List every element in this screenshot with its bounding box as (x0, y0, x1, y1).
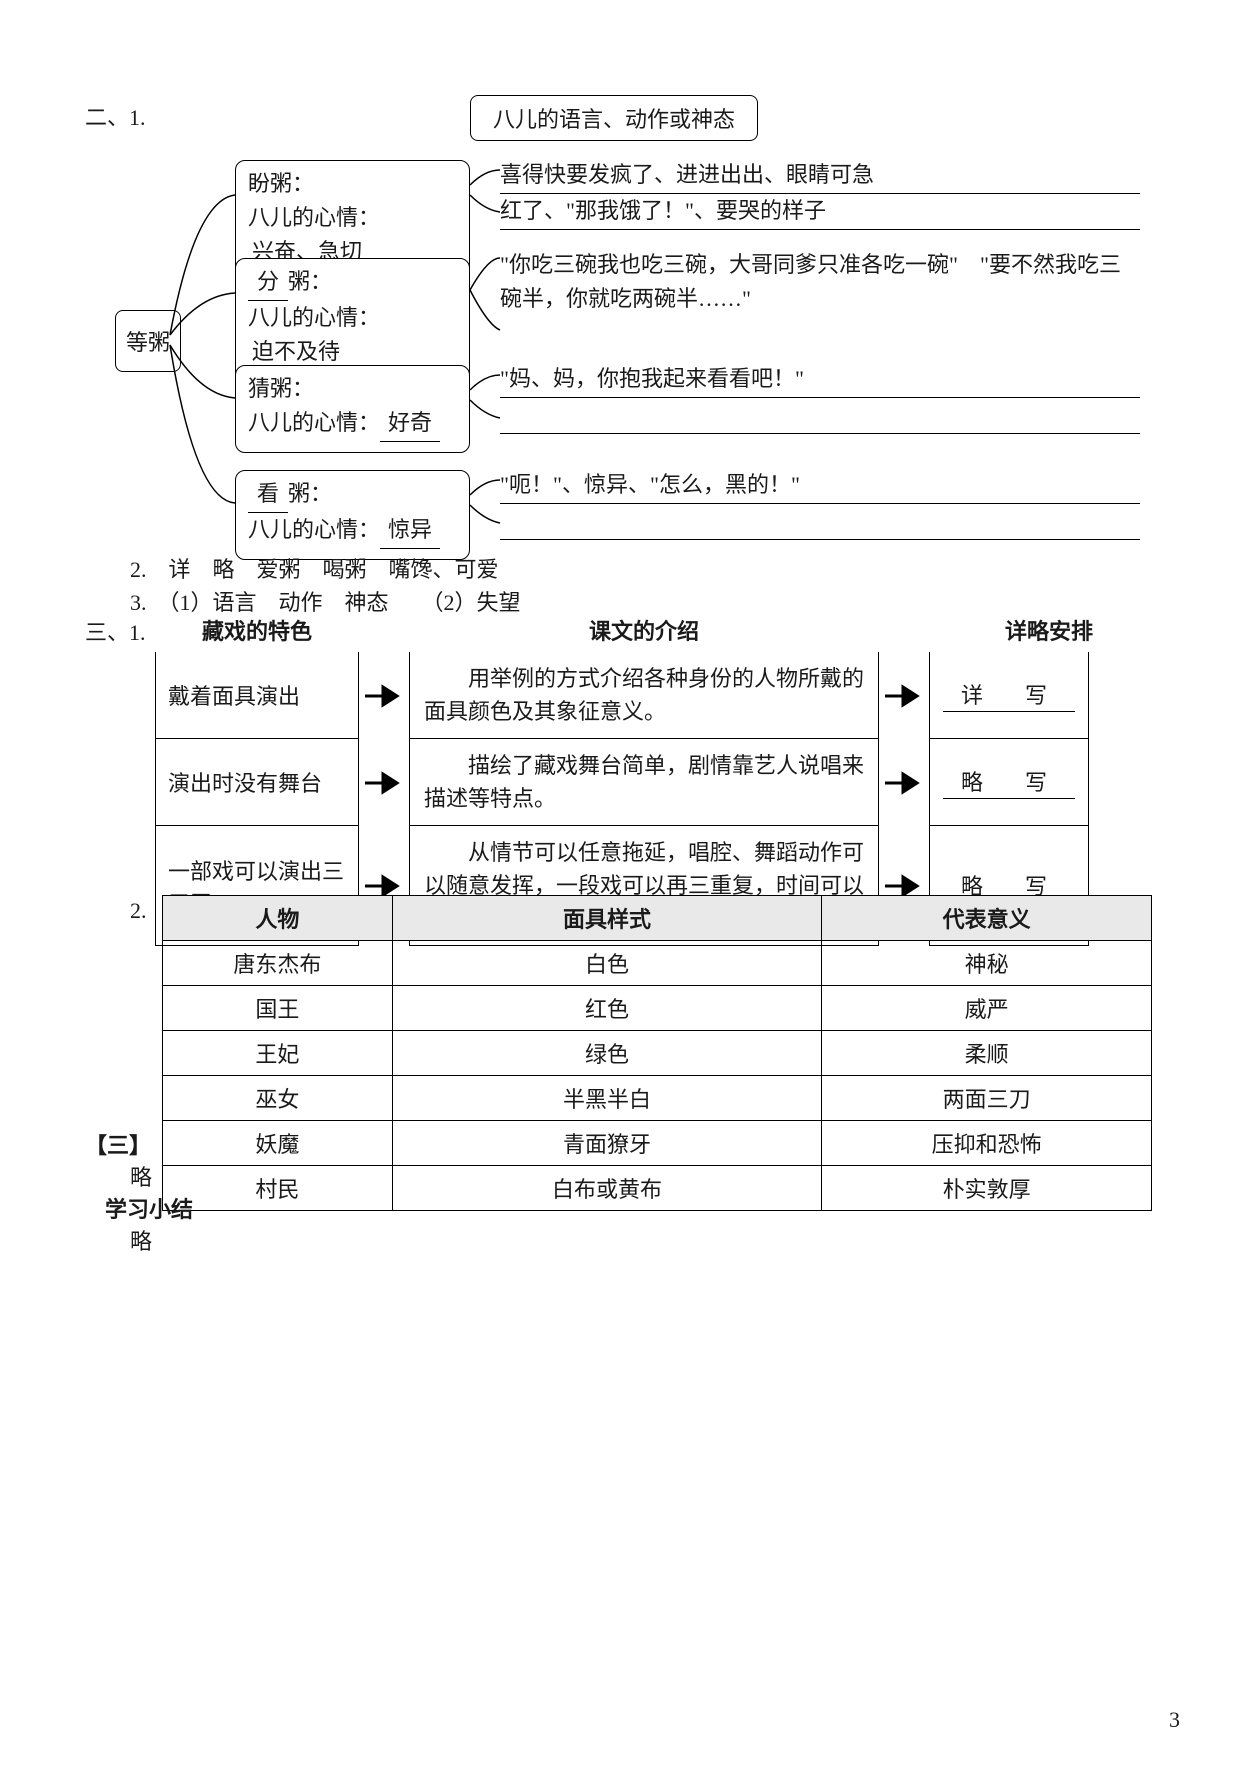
q3-text: 3. （1）语言 动作 神态 （2）失望 (130, 585, 521, 617)
feat-1-arrange: 详 写 (929, 652, 1089, 739)
arrow-icon (879, 739, 929, 826)
arrow-icon (359, 739, 409, 826)
cell: 白色 (392, 941, 822, 986)
branch1-right-line2: 红了、"那我饿了！"、要哭的样子 (500, 194, 1140, 230)
branch2-right: "你吃三碗我也吃三碗，大哥同爹只准各吃一碗" "要不然我吃三碗半，你就吃两碗半…… (500, 248, 1140, 316)
cell: 两面三刀 (822, 1076, 1152, 1121)
branch3-mood-value: 好奇 (380, 406, 440, 442)
cell: 王妃 (163, 1031, 393, 1076)
branch3-right-blank (500, 398, 1140, 434)
branch4-right-blank (500, 504, 1140, 540)
mask-header-2: 面具样式 (392, 896, 822, 941)
arrow-icon (359, 652, 409, 739)
branch1-title: 盼粥： (248, 171, 314, 196)
header-box: 八儿的语言、动作或神态 (470, 95, 758, 141)
q2-text: 2. 详 略 爱粥 喝粥 嘴馋、可爱 (130, 552, 499, 584)
table-row: 村民白布或黄布朴实敦厚 (163, 1166, 1152, 1211)
branch1-mood-label: 八儿的心情： (248, 205, 380, 230)
cell: 村民 (163, 1166, 393, 1211)
branch2-title-post: 粥： (288, 269, 332, 294)
cell: 压抑和恐怖 (822, 1121, 1152, 1166)
cell: 半黑半白 (392, 1076, 822, 1121)
page-number: 3 (1169, 1707, 1180, 1733)
feat-2-intro: 描绘了藏戏舞台简单，剧情靠艺人说唱来描述等特点。 (409, 739, 879, 826)
table2-label: 2. (130, 898, 147, 924)
cell: 威严 (822, 986, 1152, 1031)
arrow-icon (879, 652, 929, 739)
branch3-mood-label: 八儿的心情： (248, 410, 380, 435)
cell: 白布或黄布 (392, 1166, 822, 1211)
section-2-label: 二、1. (85, 100, 146, 132)
cell: 朴实敦厚 (822, 1166, 1152, 1211)
cell: 青面獠牙 (392, 1121, 822, 1166)
cell: 绿色 (392, 1031, 822, 1076)
feat-row-1: 戴着面具演出 用举例的方式介绍各种身份的人物所戴的面具颜色及其象征意义。 详 写 (155, 652, 1160, 739)
cell: 柔顺 (822, 1031, 1152, 1076)
branch1-right-line1: 喜得快要发疯了、进进出出、眼睛可急 (500, 158, 1140, 194)
feat-header-3: 详略安排 (969, 614, 1129, 646)
feature-headers: 藏戏的特色 课文的介绍 详略安排 (155, 614, 1160, 646)
branch4-title-post: 粥： (288, 481, 332, 506)
table-row: 妖魔青面獠牙压抑和恐怖 (163, 1121, 1152, 1166)
feat-1-intro: 用举例的方式介绍各种身份的人物所戴的面具颜色及其象征意义。 (409, 652, 879, 739)
branch-box-3: 猜粥： 八儿的心情：好奇 (235, 365, 470, 453)
branch-box-2: 分粥： 八儿的心情：迫不及待 (235, 258, 470, 382)
branch4-mood-label: 八儿的心情： (248, 517, 380, 542)
cell: 巫女 (163, 1076, 393, 1121)
cell: 唐东杰布 (163, 941, 393, 986)
feat-header-2: 课文的介绍 (409, 614, 879, 646)
tree-root: 等粥 (115, 310, 181, 372)
cell: 国王 (163, 986, 393, 1031)
feat-2-feature: 演出时没有舞台 (155, 739, 359, 826)
mask-header-row: 人物 面具样式 代表意义 (163, 896, 1152, 941)
section-san: 【三】 (85, 1128, 151, 1160)
branch4-mood-value: 惊异 (380, 513, 440, 549)
table-row: 巫女半黑半白两面三刀 (163, 1076, 1152, 1121)
cell: 神秘 (822, 941, 1152, 986)
branch1-right: 喜得快要发疯了、进进出出、眼睛可急 红了、"那我饿了！"、要哭的样子 (500, 158, 1140, 230)
feat-row-2: 演出时没有舞台 描绘了藏戏舞台简单，剧情靠艺人说唱来描述等特点。 略 写 (155, 739, 1160, 826)
table-row: 唐东杰布白色神秘 (163, 941, 1152, 986)
branch2-mood-label: 八儿的心情： (248, 305, 380, 330)
branch3-title: 猜粥： (248, 376, 314, 401)
branch2-right-text: "你吃三碗我也吃三碗，大哥同爹只准各吃一碗" "要不然我吃三碗半，你就吃两碗半…… (500, 252, 1121, 311)
cell: 妖魔 (163, 1121, 393, 1166)
mask-header-1: 人物 (163, 896, 393, 941)
feat-2-arrange: 略 写 (929, 739, 1089, 826)
mask-header-3: 代表意义 (822, 896, 1152, 941)
summary-label: 学习小结 (105, 1192, 193, 1224)
branch3-right-line1: "妈、妈，你抱我起来看看吧！" (500, 362, 1140, 398)
branch3-right: "妈、妈，你抱我起来看看吧！" (500, 362, 1140, 434)
branch2-title-pre: 分 (248, 265, 288, 301)
feat-header-1: 藏戏的特色 (155, 614, 359, 646)
table-row: 国王红色威严 (163, 986, 1152, 1031)
feat-1-feature: 戴着面具演出 (155, 652, 359, 739)
table-row: 王妃绿色柔顺 (163, 1031, 1152, 1076)
lue-2: 略 (130, 1224, 152, 1256)
mask-table: 人物 面具样式 代表意义 唐东杰布白色神秘 国王红色威严 王妃绿色柔顺 巫女半黑… (162, 895, 1152, 1211)
branch4-right-line1: "呃！"、惊异、"怎么，黑的！" (500, 468, 1140, 504)
cell: 红色 (392, 986, 822, 1031)
branch4-title-pre: 看 (248, 477, 288, 513)
lue-1: 略 (130, 1160, 152, 1192)
section-3-label: 三、1. (85, 615, 146, 647)
branch4-right: "呃！"、惊异、"怎么，黑的！" (500, 468, 1140, 540)
branch-box-4: 看粥： 八儿的心情：惊异 (235, 470, 470, 560)
